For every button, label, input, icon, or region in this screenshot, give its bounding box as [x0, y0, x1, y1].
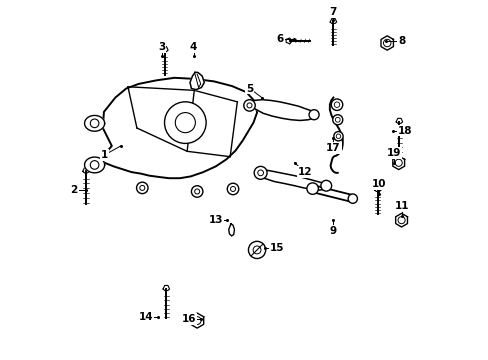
Polygon shape	[84, 157, 104, 173]
Text: 18: 18	[397, 126, 411, 135]
Text: 19: 19	[386, 148, 401, 158]
Text: 1: 1	[101, 150, 108, 160]
Circle shape	[306, 183, 318, 194]
Circle shape	[347, 194, 357, 203]
Text: 4: 4	[189, 42, 197, 52]
Circle shape	[244, 100, 255, 111]
Text: 3: 3	[158, 42, 165, 52]
Polygon shape	[190, 72, 204, 90]
Text: 8: 8	[397, 36, 405, 46]
Text: 15: 15	[270, 243, 284, 253]
Circle shape	[320, 180, 331, 191]
Polygon shape	[247, 100, 315, 121]
Text: 5: 5	[246, 84, 253, 94]
Text: 10: 10	[371, 179, 386, 189]
Text: 12: 12	[297, 167, 311, 177]
Circle shape	[308, 110, 319, 120]
Text: 2: 2	[70, 185, 78, 195]
Polygon shape	[228, 224, 234, 236]
Text: 13: 13	[208, 215, 223, 225]
Text: 11: 11	[393, 201, 408, 211]
Circle shape	[333, 132, 343, 141]
Polygon shape	[329, 98, 342, 173]
Text: 14: 14	[138, 312, 153, 322]
Text: 9: 9	[329, 226, 336, 236]
Circle shape	[254, 166, 266, 179]
Text: 6: 6	[276, 35, 284, 44]
Circle shape	[332, 115, 342, 125]
Polygon shape	[99, 78, 257, 178]
Polygon shape	[84, 116, 104, 131]
Circle shape	[164, 102, 206, 143]
Circle shape	[248, 241, 265, 258]
Text: 17: 17	[325, 143, 340, 153]
Polygon shape	[258, 169, 327, 190]
Text: 16: 16	[182, 314, 196, 324]
Circle shape	[330, 99, 342, 111]
Text: 7: 7	[329, 7, 336, 17]
